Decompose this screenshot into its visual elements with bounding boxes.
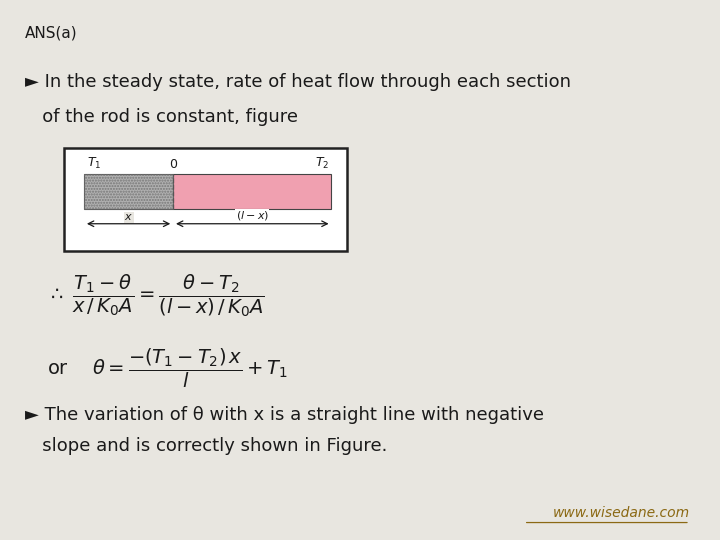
Bar [84,174,173,209]
Text: $\therefore\;\dfrac{T_1 - \theta}{x\,/\,K_0 A} = \dfrac{\theta - T_2}{(l-x)\,/\,: $\therefore\;\dfrac{T_1 - \theta}{x\,/\,… [47,273,264,319]
Text: $T_2$: $T_2$ [315,156,329,171]
Bar [84,174,173,209]
Text: $x$: $x$ [124,212,133,222]
Text: of the rod is constant, figure: of the rod is constant, figure [25,108,298,126]
FancyBboxPatch shape [64,148,347,252]
Text: ANS(a): ANS(a) [25,25,78,40]
Text: $0$: $0$ [168,158,178,171]
Text: $T_1$: $T_1$ [87,156,102,171]
Text: $(l-x)$: $(l-x)$ [235,209,269,222]
Text: ► The variation of θ with x is a straight line with negative: ► The variation of θ with x is a straigh… [25,406,544,423]
Text: www.wisedane.com: www.wisedane.com [553,506,690,520]
Bar [173,174,331,209]
Text: slope and is correctly shown in Figure.: slope and is correctly shown in Figure. [25,437,388,455]
Text: ► In the steady state, rate of heat flow through each section: ► In the steady state, rate of heat flow… [25,73,572,91]
Text: or $\quad\theta = \dfrac{-(T_1 - T_2)\,x}{l} + T_1$: or $\quad\theta = \dfrac{-(T_1 - T_2)\,x… [47,347,288,390]
